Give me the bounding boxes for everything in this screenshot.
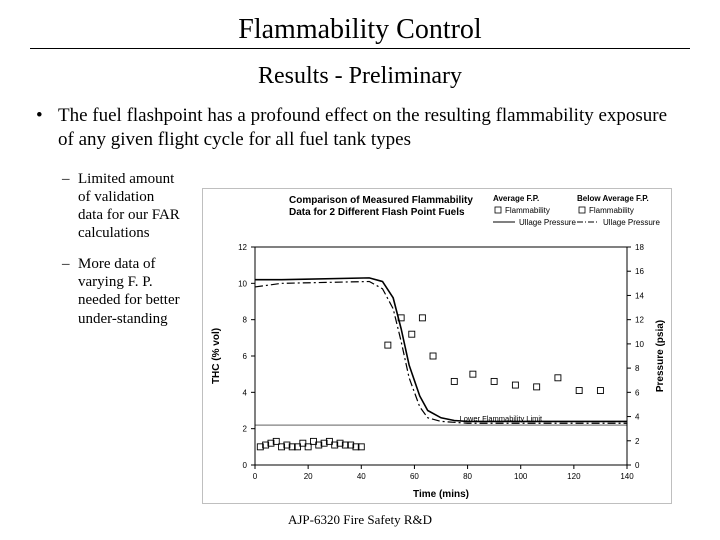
svg-text:Flammability: Flammability [589, 206, 634, 215]
svg-text:80: 80 [463, 472, 472, 481]
svg-text:120: 120 [567, 472, 581, 481]
sub-bullet-1: Limited amount of validation data for ou… [62, 170, 182, 243]
svg-text:6: 6 [243, 352, 248, 361]
svg-text:8: 8 [243, 316, 248, 325]
svg-text:Average F.P.: Average F.P. [493, 194, 539, 203]
svg-text:10: 10 [238, 279, 247, 288]
chart-svg: Comparison of Measured FlammabilityData … [203, 189, 673, 505]
svg-text:0: 0 [635, 461, 640, 470]
svg-text:40: 40 [357, 472, 366, 481]
svg-text:Ullage Pressure: Ullage Pressure [519, 218, 576, 227]
svg-text:THC (% vol): THC (% vol) [211, 328, 222, 384]
svg-text:60: 60 [410, 472, 419, 481]
svg-text:100: 100 [514, 472, 528, 481]
svg-text:Below Average F.P.: Below Average F.P. [577, 194, 649, 203]
svg-text:2: 2 [243, 425, 248, 434]
svg-text:4: 4 [635, 413, 640, 422]
svg-text:20: 20 [304, 472, 313, 481]
bullet-main: The fuel flashpoint has a profound effec… [36, 104, 676, 152]
bullet-block: The fuel flashpoint has a profound effec… [36, 104, 676, 152]
svg-text:Ullage Pressure: Ullage Pressure [603, 218, 660, 227]
svg-text:Comparison of Measured Flammab: Comparison of Measured Flammability [289, 195, 473, 206]
svg-text:0: 0 [243, 461, 248, 470]
svg-text:14: 14 [635, 291, 644, 300]
page-title: Flammability Control [0, 0, 720, 46]
sub-bullet-2: More data of varying F. P. needed for be… [62, 255, 182, 328]
svg-text:Data for 2 Different Flash Poi: Data for 2 Different Flash Point Fuels [289, 207, 465, 218]
svg-text:18: 18 [635, 243, 644, 252]
svg-text:Time (mins): Time (mins) [413, 489, 469, 500]
svg-text:12: 12 [635, 316, 644, 325]
svg-text:6: 6 [635, 388, 640, 397]
svg-text:4: 4 [243, 388, 248, 397]
svg-text:10: 10 [635, 340, 644, 349]
svg-text:Flammability: Flammability [505, 206, 550, 215]
svg-text:2: 2 [635, 437, 640, 446]
svg-text:8: 8 [635, 364, 640, 373]
page-subtitle: Results - Preliminary [0, 63, 720, 90]
sub-bullet-block: Limited amount of validation data for ou… [62, 170, 182, 328]
title-underline [30, 48, 690, 49]
svg-text:Pressure (psia): Pressure (psia) [655, 320, 666, 392]
svg-text:0: 0 [253, 472, 258, 481]
footer-text: AJP-6320 Fire Safety R&D [0, 512, 720, 528]
svg-text:140: 140 [620, 472, 634, 481]
flammability-chart: Comparison of Measured FlammabilityData … [202, 188, 672, 504]
svg-text:12: 12 [238, 243, 247, 252]
svg-text:16: 16 [635, 267, 644, 276]
